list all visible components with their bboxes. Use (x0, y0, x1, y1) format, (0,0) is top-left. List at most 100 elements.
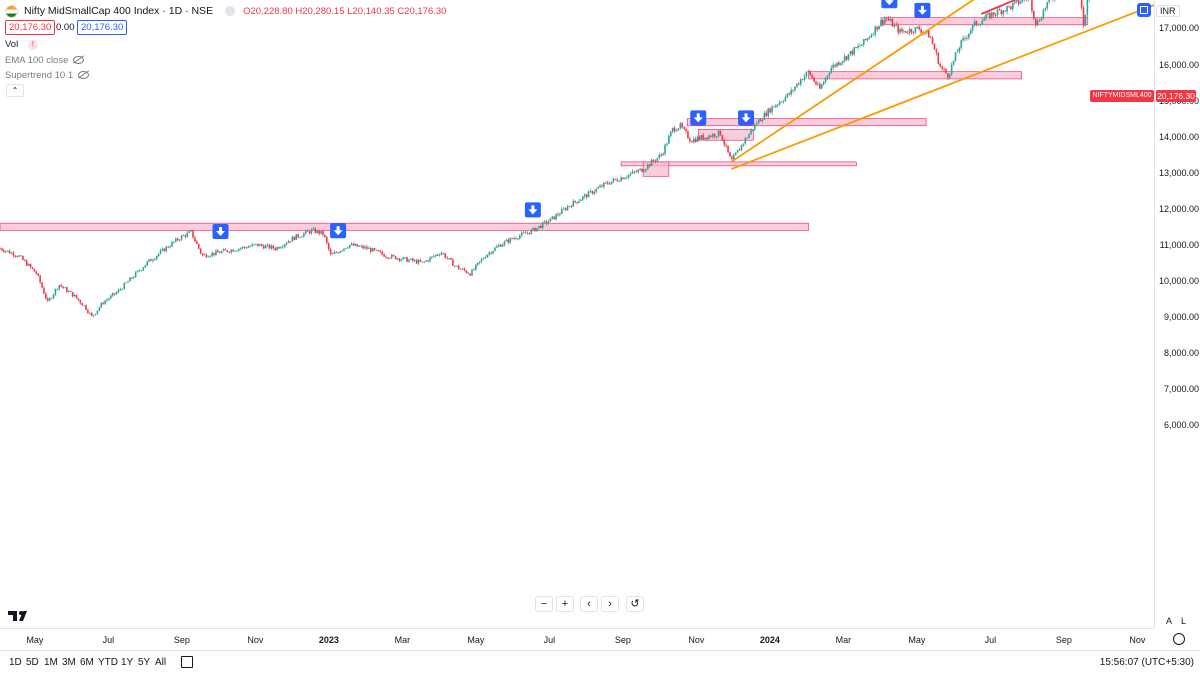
down-arrow-marker-icon[interactable] (881, 0, 898, 9)
candle-body (71, 291, 74, 297)
candle-body (813, 77, 815, 82)
candle-body (805, 71, 808, 77)
vol-indicator[interactable]: Vol ! (5, 39, 38, 50)
candle-body (457, 265, 460, 269)
log-scale-button[interactable]: L (1181, 616, 1187, 626)
candle-body (467, 272, 469, 274)
candle-body (868, 37, 871, 39)
candle-body (736, 149, 739, 153)
trendline[interactable] (730, 0, 1154, 170)
candle-body (708, 135, 710, 140)
range-button-3m[interactable]: 3M (62, 657, 76, 668)
zone-rect[interactable] (881, 17, 1089, 26)
candle-body (511, 238, 513, 239)
down-arrow-icon (333, 226, 343, 236)
candle-body (885, 18, 888, 20)
zone-rect[interactable] (808, 71, 1022, 80)
down-arrow-marker-icon[interactable] (690, 110, 707, 126)
zone-rect[interactable] (697, 129, 754, 141)
candle-body (303, 233, 305, 237)
hidden-eye-icon[interactable] (73, 56, 85, 65)
candle-body (140, 270, 143, 271)
auto-scale-button[interactable]: A (1166, 616, 1173, 626)
bid-price-box[interactable]: 20,176.30 (5, 20, 56, 35)
settings-gear-icon[interactable] (1173, 633, 1185, 645)
candle-body (939, 64, 942, 67)
ask-price-box[interactable]: 20,176.30 (77, 20, 128, 35)
candlestick-series (0, 0, 1090, 318)
candle-body (352, 243, 355, 246)
candle-body (463, 268, 466, 271)
compare-toggle-icon[interactable] (1137, 3, 1151, 17)
candle-body (704, 137, 706, 140)
candle-body (54, 289, 57, 295)
candle-body (421, 261, 424, 263)
range-button-5y[interactable]: 5Y (138, 657, 151, 668)
candle-body (12, 252, 15, 256)
range-button-6m[interactable]: 6M (80, 657, 94, 668)
candle-body (847, 54, 850, 60)
candle-body (448, 257, 450, 259)
supertrend-label: Supertrend 10 1 (5, 70, 74, 81)
candle-body (773, 106, 775, 108)
candle-body (677, 128, 680, 131)
warning-icon[interactable]: ! (27, 40, 38, 50)
hidden-eye-icon[interactable] (78, 71, 90, 80)
candle-body (10, 252, 13, 254)
candle-body (18, 255, 20, 257)
range-button-1d[interactable]: 1D (9, 657, 22, 668)
down-arrow-marker-icon[interactable] (330, 223, 347, 239)
range-button-1m[interactable]: 1M (44, 657, 58, 668)
price-chart[interactable] (0, 0, 1154, 628)
candle-body (883, 18, 886, 24)
candle-body (712, 134, 714, 137)
range-button-ytd[interactable]: YTD (98, 657, 118, 668)
candle-body (173, 241, 175, 243)
range-button-all[interactable]: All (155, 657, 167, 668)
candle-body (392, 254, 395, 256)
scroll-forward-button[interactable]: › (601, 596, 619, 612)
zoom-out-button[interactable]: − (535, 596, 553, 612)
candle-body (192, 230, 194, 238)
symbol-title[interactable]: Nifty MidSmallCap 400 Index · 1D · NSE (24, 5, 214, 17)
scroll-back-button[interactable]: ‹ (580, 596, 598, 612)
reset-chart-button[interactable]: ↺ (626, 596, 644, 612)
zone-rect[interactable] (0, 222, 809, 231)
ema-indicator[interactable]: EMA 100 close (5, 55, 85, 66)
candle-body (475, 264, 477, 270)
range-button-5d[interactable]: 5D (26, 657, 39, 668)
price-axis[interactable]: 22,000.0021,000.0020,000.0019,000.0018,0… (1154, 0, 1200, 628)
down-arrow-marker-icon[interactable] (212, 224, 229, 240)
candle-body (366, 246, 368, 249)
candle-body (494, 247, 496, 251)
signal-arrow-markers (212, 0, 931, 240)
candle-body (347, 247, 349, 249)
zone-rect[interactable] (686, 118, 927, 127)
candle-body (261, 244, 263, 246)
trendline[interactable] (730, 0, 1154, 163)
candle-body (400, 259, 403, 261)
supertrend-indicator[interactable]: Supertrend 10 1 (5, 70, 90, 81)
down-arrow-marker-icon[interactable] (914, 2, 931, 18)
candle-body (654, 161, 657, 162)
candle-body (96, 310, 99, 314)
trendline[interactable] (980, 0, 1154, 15)
clock[interactable]: 15:56:07 (UTC+5:30) (1099, 657, 1194, 668)
time-axis[interactable]: May Jul Sep Nov 2023 Mar May Jul Sep Nov 2024 Mar Ma… (0, 628, 1154, 651)
down-arrow-marker-icon[interactable] (524, 202, 541, 218)
collapse-legend-button[interactable]: ⌃ (6, 84, 24, 97)
zone-rect[interactable] (642, 161, 670, 177)
date-range-calendar-icon[interactable] (181, 656, 193, 668)
candle-body (194, 237, 196, 242)
range-button-1y[interactable]: 1Y (121, 657, 134, 668)
candle-body (792, 89, 794, 91)
candle-body (742, 143, 745, 145)
candle-body (144, 265, 147, 268)
candle-body (570, 205, 573, 207)
down-arrow-marker-icon[interactable] (738, 110, 755, 126)
candle-body (325, 237, 328, 243)
currency-label[interactable]: INR (1156, 5, 1180, 17)
candle-body (559, 213, 561, 216)
candle-body (933, 43, 936, 50)
zoom-in-button[interactable]: + (556, 596, 574, 612)
